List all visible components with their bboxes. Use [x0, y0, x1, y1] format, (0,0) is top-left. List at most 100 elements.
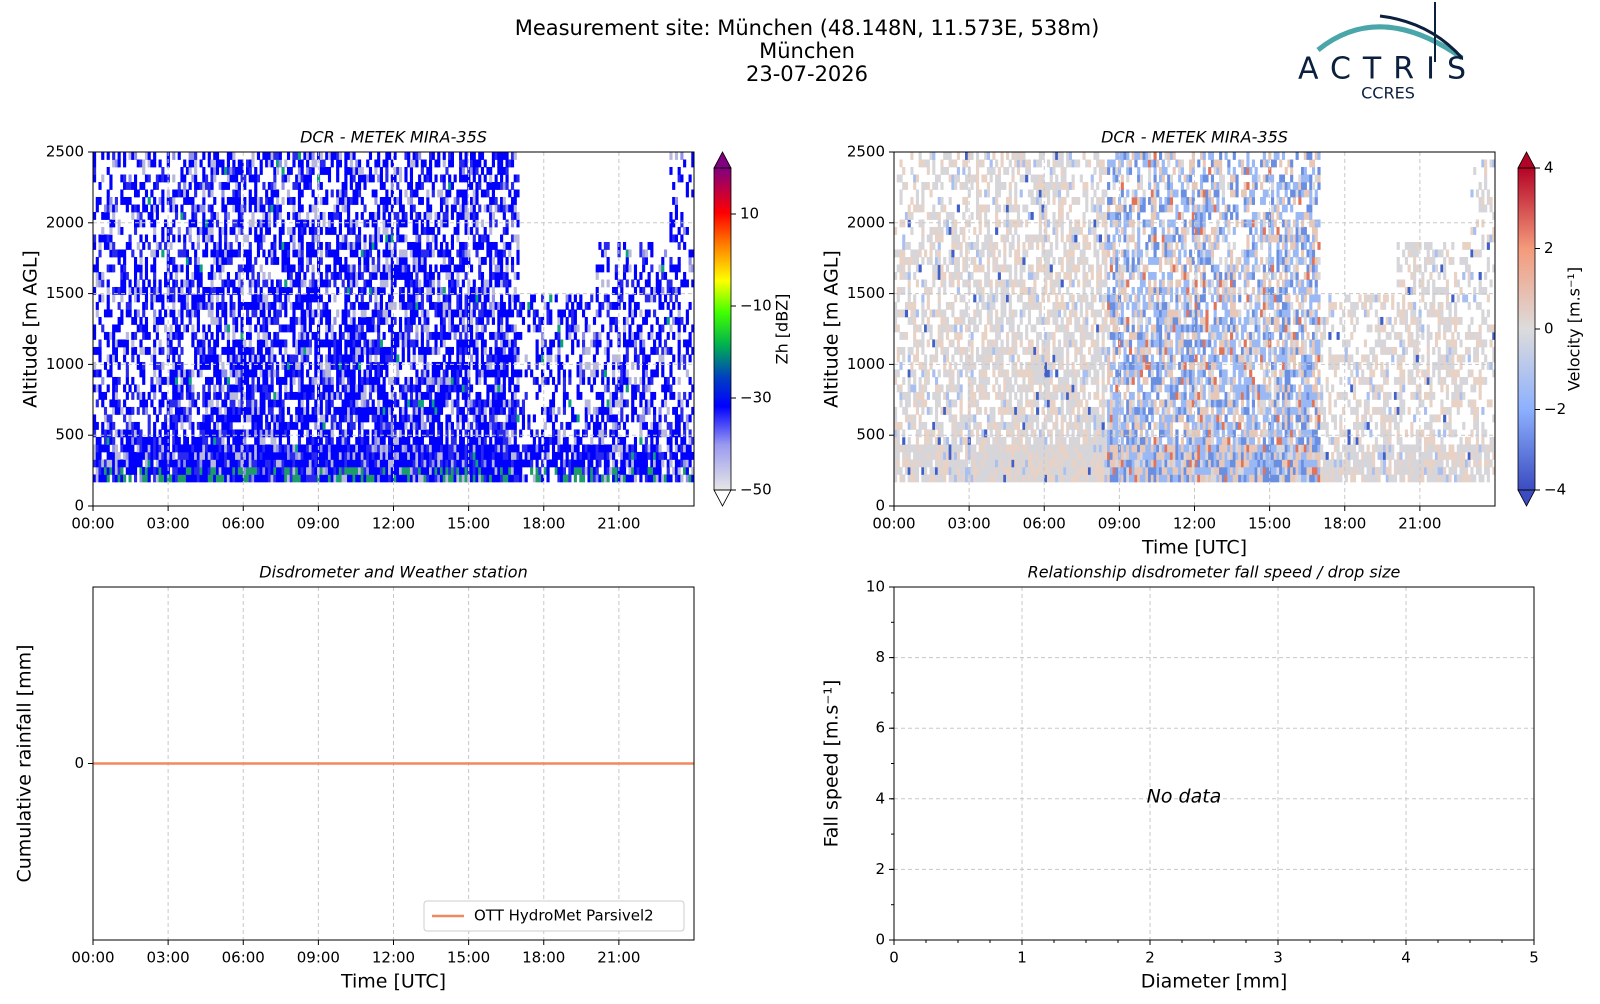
radar-cell [325, 377, 328, 385]
radar-cell [620, 474, 623, 482]
radar-cell [369, 377, 372, 385]
radar-cell [148, 242, 151, 250]
radar-cell [336, 459, 339, 467]
radar-cell [454, 309, 457, 317]
radar-cell [516, 212, 519, 220]
radar-cell [396, 234, 399, 242]
radar-cell [104, 414, 107, 422]
radar-cell [208, 309, 211, 317]
radar-cell [577, 467, 580, 475]
radar-cell [432, 414, 435, 422]
radar-cell [126, 452, 129, 460]
radar-cell [257, 459, 260, 467]
radar-cell [232, 362, 235, 370]
radar-cell [200, 182, 203, 190]
radar-cell [407, 182, 410, 190]
radar-cell [325, 249, 328, 257]
radar-cell [342, 429, 345, 437]
radar-cell [257, 467, 260, 475]
radar-cell [298, 294, 301, 302]
radar-cell [536, 429, 539, 437]
radar-cell [434, 399, 437, 407]
radar-cell [287, 174, 290, 182]
radar-cell [489, 302, 492, 310]
radar-cell [292, 227, 295, 235]
radar-cell [432, 422, 435, 430]
radar-cell [424, 212, 427, 220]
radar-cell [183, 324, 186, 332]
radar-cell [511, 354, 514, 362]
radar-cell [489, 249, 492, 257]
radar-cell [527, 459, 530, 467]
radar-cell [612, 422, 615, 430]
radar-cell [402, 204, 405, 212]
radar-cell [475, 339, 478, 347]
radar-cell [232, 429, 235, 437]
radar-cell [344, 474, 347, 482]
radar-cell [410, 242, 413, 250]
radar-cell [290, 384, 293, 392]
radar-cell [238, 197, 241, 205]
radar-cell [281, 377, 284, 385]
radar-cell [129, 467, 132, 475]
radar-cell [281, 414, 284, 422]
radar-cell [516, 444, 519, 452]
radar-cell [358, 302, 361, 310]
radar-cell [628, 249, 631, 257]
radar-cell [306, 294, 309, 302]
radar-cell [429, 384, 432, 392]
radar-cell [475, 159, 478, 167]
radar-cell [443, 384, 446, 392]
radar-cell [115, 339, 118, 347]
radar-cell [377, 302, 380, 310]
radar-cell [374, 272, 377, 280]
radar-cell [301, 257, 304, 265]
radar-cell [514, 302, 517, 310]
radar-cell [484, 407, 487, 415]
radar-cell [511, 362, 514, 370]
radar-cell [615, 384, 618, 392]
radar-cell [260, 347, 263, 355]
radar-cell [631, 452, 634, 460]
radar-cell [273, 302, 276, 310]
radar-cell [563, 459, 566, 467]
radar-cell [139, 392, 142, 400]
radar-cell [454, 204, 457, 212]
radar-cell [309, 317, 312, 325]
radar-cell [451, 377, 454, 385]
radar-cell [221, 264, 224, 272]
radar-cell [191, 399, 194, 407]
radar-cell [465, 452, 468, 460]
radar-cell [429, 159, 432, 167]
radar-cell [137, 422, 140, 430]
radar-cell [284, 159, 287, 167]
radar-cell [336, 272, 339, 280]
radar-cell [249, 467, 252, 475]
radar-cell [235, 174, 238, 182]
radar-cell [454, 467, 457, 475]
radar-cell [413, 459, 416, 467]
radar-cell [290, 474, 293, 482]
radar-cell [486, 369, 489, 377]
radar-cell [470, 332, 473, 340]
radar-cell [287, 452, 290, 460]
radar-cell [249, 459, 252, 467]
radar-cell [388, 354, 391, 362]
radar-cell [486, 452, 489, 460]
radar-cell [631, 414, 634, 422]
radar-cell [219, 474, 222, 482]
radar-cell [347, 324, 350, 332]
radar-cell [413, 347, 416, 355]
radar-cell [437, 437, 440, 445]
radar-cell [281, 264, 284, 272]
radar-cell [577, 384, 580, 392]
radar-cell [456, 377, 459, 385]
radar-cell [312, 152, 315, 160]
radar-cell [623, 459, 626, 467]
radar-cell [342, 407, 345, 415]
radar-cell [623, 302, 626, 310]
radar-cell [336, 167, 339, 175]
radar-cell [454, 452, 457, 460]
radar-cell [557, 317, 560, 325]
radar-cell [342, 204, 345, 212]
